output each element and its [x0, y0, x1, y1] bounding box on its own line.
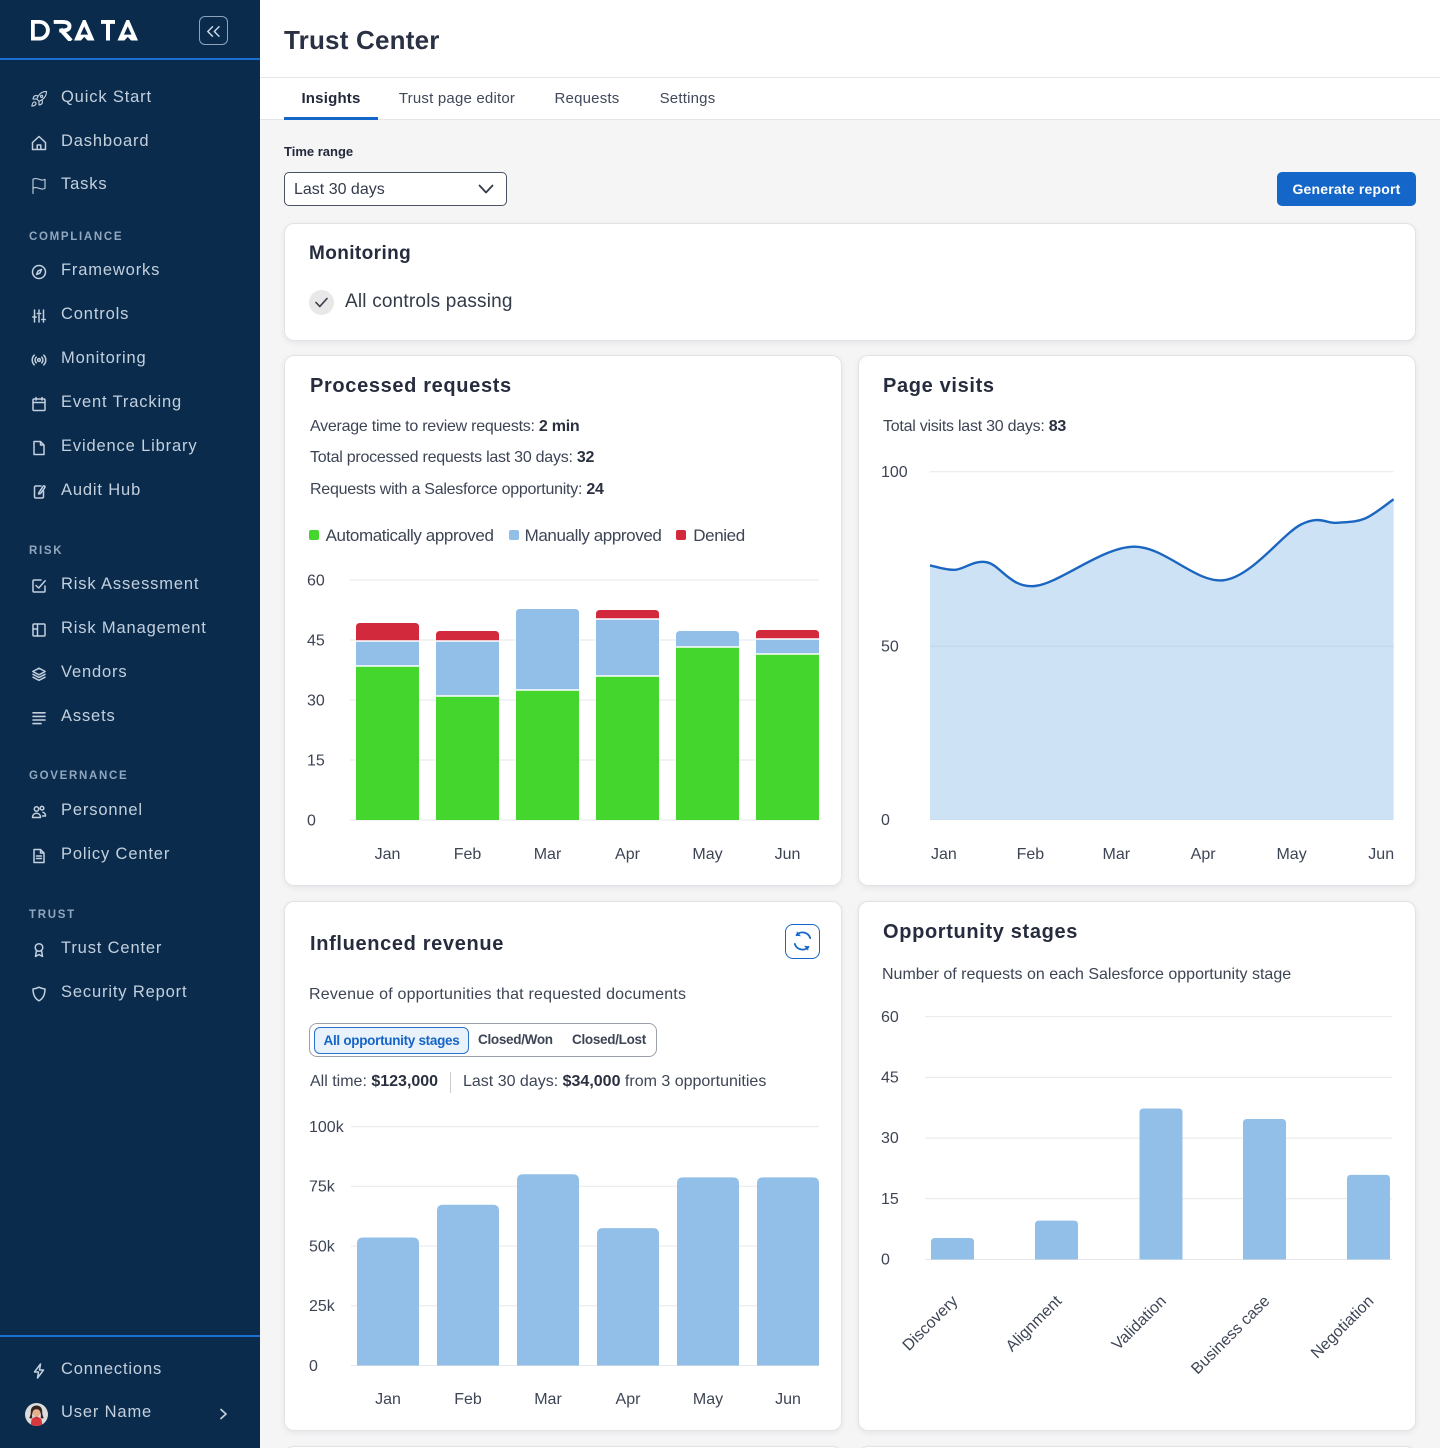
svg-text:Feb: Feb	[454, 1391, 482, 1408]
svg-text:100k: 100k	[309, 1119, 345, 1136]
svg-text:Mar: Mar	[1103, 846, 1131, 863]
svg-text:May: May	[1276, 846, 1306, 863]
svg-text:Jun: Jun	[775, 1391, 801, 1408]
svg-text:0: 0	[307, 813, 316, 830]
svg-text:Apr: Apr	[615, 846, 641, 863]
svg-text:30: 30	[881, 1130, 899, 1147]
svg-text:Jun: Jun	[1368, 846, 1394, 863]
svg-text:60: 60	[881, 1009, 899, 1026]
svg-text:50: 50	[881, 639, 899, 656]
svg-text:Mar: Mar	[534, 846, 562, 863]
svg-text:25k: 25k	[309, 1298, 336, 1315]
svg-text:30: 30	[307, 693, 325, 710]
svg-text:Validation: Validation	[1109, 1293, 1170, 1354]
svg-text:15: 15	[881, 1191, 899, 1208]
svg-text:0: 0	[881, 812, 890, 829]
svg-text:50k: 50k	[309, 1239, 336, 1256]
svg-text:Discovery: Discovery	[900, 1293, 962, 1355]
svg-text:Feb: Feb	[454, 846, 482, 863]
svg-text:Apr: Apr	[616, 1391, 642, 1408]
svg-text:Feb: Feb	[1017, 846, 1045, 863]
svg-text:0: 0	[881, 1252, 890, 1269]
svg-text:15: 15	[307, 753, 325, 770]
svg-text:75k: 75k	[309, 1179, 336, 1196]
svg-text:0: 0	[309, 1358, 318, 1375]
svg-text:Jun: Jun	[775, 846, 801, 863]
svg-text:45: 45	[307, 633, 325, 650]
svg-text:Apr: Apr	[1191, 846, 1217, 863]
svg-text:Jan: Jan	[931, 846, 957, 863]
svg-text:45: 45	[881, 1070, 899, 1087]
svg-text:May: May	[692, 846, 722, 863]
svg-text:May: May	[693, 1391, 723, 1408]
svg-text:60: 60	[307, 573, 325, 590]
svg-text:Alignment: Alignment	[1003, 1292, 1066, 1355]
svg-text:Mar: Mar	[534, 1391, 562, 1408]
svg-text:Negotiation: Negotiation	[1308, 1293, 1377, 1362]
svg-text:Jan: Jan	[375, 1391, 401, 1408]
svg-text:Jan: Jan	[375, 846, 401, 863]
svg-text:100: 100	[881, 464, 908, 481]
svg-text:Business case: Business case	[1188, 1293, 1273, 1378]
